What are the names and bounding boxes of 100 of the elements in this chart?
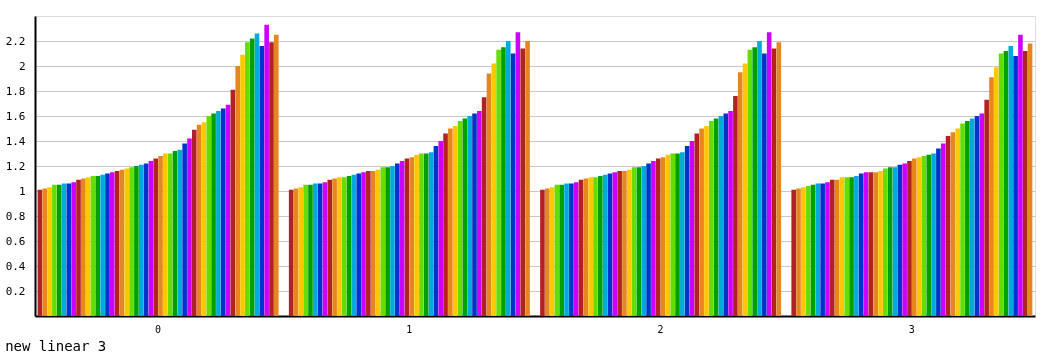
bar (216, 111, 221, 316)
bar (76, 179, 81, 316)
bar (477, 111, 482, 316)
bar (105, 173, 110, 316)
bar (269, 42, 274, 316)
bar (733, 96, 738, 316)
bar (356, 173, 362, 316)
bar (994, 67, 999, 316)
bar (264, 24, 269, 316)
bar (52, 184, 57, 316)
bar (443, 133, 448, 316)
bar (796, 188, 801, 316)
bar (100, 174, 105, 316)
bar (723, 113, 729, 316)
bar (825, 182, 830, 316)
bar (708, 121, 714, 316)
bar (337, 177, 342, 316)
bar (960, 123, 965, 316)
bar (366, 171, 371, 316)
bar (153, 158, 158, 316)
bar (680, 152, 685, 316)
bar (801, 187, 806, 316)
bar (737, 72, 743, 316)
bar (829, 179, 835, 316)
bar (109, 172, 115, 316)
bar (332, 178, 337, 316)
y-tick-label: 2.2 (5, 34, 26, 48)
bar (588, 177, 593, 316)
bar (849, 177, 854, 316)
bar (472, 113, 477, 316)
bar (438, 141, 444, 316)
bar (525, 41, 530, 316)
bar (505, 41, 511, 316)
bar (926, 154, 932, 316)
y-tick-label: 0.4 (5, 259, 26, 273)
bar (211, 113, 216, 316)
bar (158, 156, 163, 316)
bar (341, 177, 347, 316)
bar (878, 171, 883, 316)
y-tick-label: 0.8 (5, 209, 26, 223)
bar (651, 161, 656, 316)
bar (245, 42, 250, 316)
bar (912, 158, 917, 316)
bar (646, 163, 651, 316)
bar (313, 183, 318, 316)
bar (81, 178, 86, 316)
bar (626, 169, 632, 316)
bar (206, 116, 212, 316)
bar (1008, 46, 1014, 316)
bar (520, 48, 526, 316)
bar (361, 172, 366, 316)
bar (854, 176, 859, 316)
bar (182, 143, 187, 316)
bar (844, 177, 850, 316)
bar (965, 121, 970, 316)
bar (902, 163, 907, 316)
bar (670, 153, 675, 316)
bar (655, 158, 661, 316)
bar (907, 161, 912, 316)
bar (163, 153, 168, 316)
bar (858, 173, 864, 316)
bar (452, 126, 458, 316)
bar (491, 63, 497, 316)
x-tick-label: 2 (657, 323, 664, 335)
bar (704, 126, 709, 316)
bar (501, 47, 506, 316)
bar (409, 157, 415, 316)
x-tick-label: 1 (406, 323, 413, 335)
bar (327, 179, 333, 316)
bar (220, 108, 226, 316)
bar (989, 77, 994, 316)
bar (192, 129, 197, 316)
bar (569, 183, 574, 316)
bar (71, 182, 76, 316)
bar (56, 184, 62, 316)
y-tick-label: 0.2 (5, 284, 26, 298)
bar (598, 176, 603, 316)
y-tick-label: 1.2 (5, 159, 26, 173)
bar (414, 154, 419, 316)
bar (728, 111, 733, 316)
bar (467, 116, 472, 316)
bar (124, 168, 130, 316)
bar (564, 183, 569, 316)
bar (791, 189, 796, 316)
bar (540, 189, 545, 316)
y-tick-label: 1 (18, 184, 26, 198)
bar (573, 182, 579, 316)
bar (617, 171, 622, 316)
bar (419, 153, 424, 316)
bar (699, 128, 704, 316)
bar (675, 153, 680, 316)
y-tick-label: 1.4 (5, 134, 26, 148)
bar (936, 148, 941, 316)
bar (873, 172, 878, 316)
x-tick-label: 3 (908, 323, 915, 335)
bar (303, 184, 308, 316)
bar (544, 188, 550, 316)
bar (1013, 56, 1018, 316)
y-tick-label: 2 (18, 59, 26, 73)
bar (762, 53, 767, 316)
